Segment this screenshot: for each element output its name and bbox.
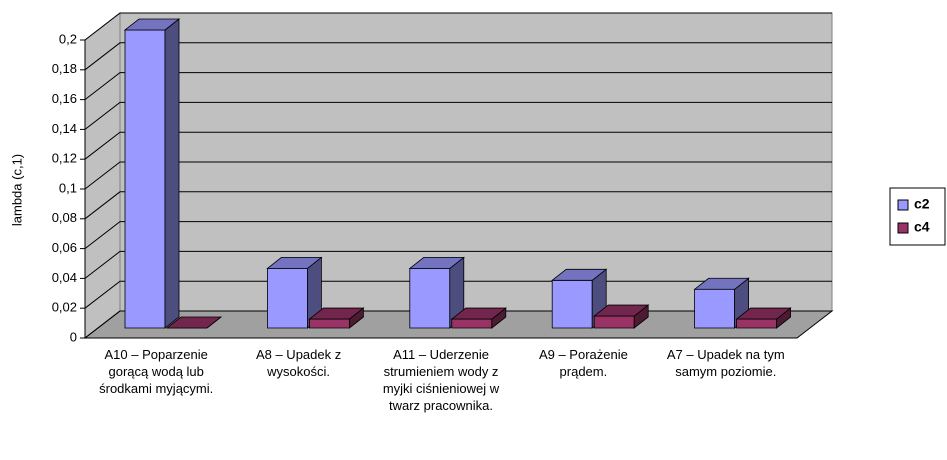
bar-top: [450, 307, 507, 320]
bar: [165, 316, 223, 329]
y-tick-label: 0,08: [52, 210, 77, 225]
x-tick-label: A9 – Porażenie prądem.: [538, 347, 628, 379]
y-tick-label: 0: [70, 329, 77, 344]
grid-line: [84, 72, 832, 100]
bar-top: [308, 307, 365, 320]
bar-front: [694, 288, 735, 329]
grid-line: [84, 250, 832, 279]
bar: [735, 307, 792, 329]
bar: [308, 307, 365, 329]
bar-front: [451, 318, 493, 329]
legend-swatch: [897, 222, 909, 234]
y-tick-label: 0,06: [52, 240, 77, 255]
grid-line: [84, 221, 832, 249]
bar-top: [123, 18, 181, 31]
grid-line: [84, 101, 832, 130]
bar: [408, 256, 465, 329]
bar-front: [308, 318, 350, 329]
bar-front: [593, 315, 635, 329]
y-tick-label: 0,16: [52, 91, 77, 106]
grid-line: [84, 191, 832, 220]
bar-top: [551, 268, 608, 281]
y-tick-label: 0,04: [52, 270, 77, 285]
bar: [123, 18, 181, 329]
bar: [266, 256, 323, 329]
y-tick-label: 0,2: [59, 31, 77, 46]
grid-line: [84, 12, 832, 41]
bar-front: [551, 279, 593, 329]
legend-label: c2: [914, 196, 930, 212]
y-axis-label: lambda (c,1): [9, 154, 24, 226]
y-tick-label: 0,02: [52, 300, 77, 315]
legend-box: [889, 187, 946, 246]
y-tick-label: 0,18: [52, 61, 77, 76]
y-tick-label: 0,1: [59, 180, 77, 195]
y-tick-label: 0,12: [52, 151, 77, 166]
bar-front: [736, 318, 777, 329]
bar-top: [165, 316, 223, 329]
legend-label: c4: [914, 219, 930, 235]
x-tick-label: A8 – Upadek z wysokości.: [255, 347, 342, 379]
x-tick-label: A10 – Poparzenie gorącą wodą lub środkam…: [99, 347, 214, 396]
bar: [593, 304, 650, 329]
bar-top: [266, 256, 323, 269]
legend-swatch: [897, 199, 909, 211]
grid-line: [84, 42, 832, 71]
y-tick-label: 0,14: [52, 121, 77, 136]
bar-top: [593, 304, 650, 317]
grid-line: [84, 161, 832, 190]
grid-line: [84, 131, 832, 160]
bar: [450, 307, 507, 329]
x-tick-label: A11 – Uderzenie strumieniem wody z myjki…: [382, 347, 500, 413]
bar-front: [409, 267, 451, 329]
bar: [551, 268, 608, 329]
x-tick-label: A7 – Upadek na tym samym poziomie.: [666, 347, 785, 379]
bar-top: [693, 277, 750, 290]
bar-top: [408, 256, 465, 269]
bar-top: [735, 307, 792, 320]
bar-side: [164, 18, 180, 329]
bar-front: [124, 29, 166, 329]
bar-front: [266, 267, 308, 329]
